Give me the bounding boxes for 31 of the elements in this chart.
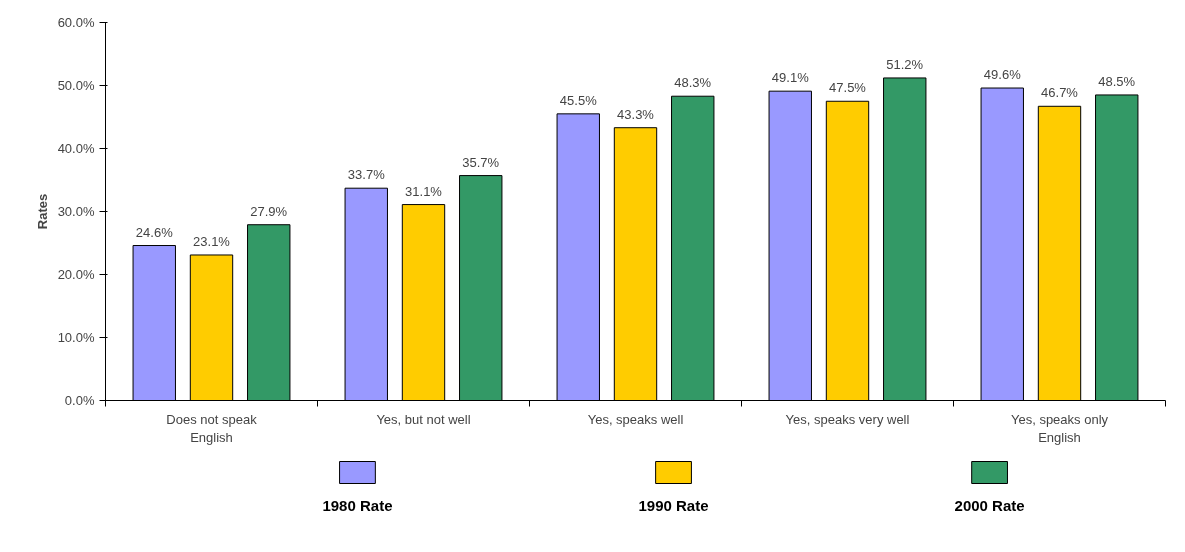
x-tick-label: Yes, speaks well [587, 411, 684, 427]
y-tick-label: 40.0% [57, 141, 95, 156]
data-label: 31.1% [405, 183, 443, 199]
data-label: 33.7% [347, 167, 386, 183]
legend-label: 1990 Rate [638, 497, 709, 514]
y-tick-label: 50.0% [57, 78, 95, 93]
x-tick-label: Yes, but not well [376, 411, 471, 427]
data-label: 24.6% [135, 224, 174, 240]
x-tick-label: Does not speak English [166, 411, 258, 445]
legend-label: 2000 Rate [954, 497, 1025, 514]
data-label: 49.1% [771, 70, 810, 86]
y-tick-label: 60.0% [57, 15, 95, 30]
data-label: 46.7% [1041, 85, 1079, 101]
y-tick-label: 20.0% [57, 267, 95, 282]
y-axis-title: Rates [34, 193, 50, 230]
data-label: 43.3% [617, 106, 655, 122]
x-tick-label: Yes, speaks only English [1010, 411, 1109, 445]
data-label: 35.7% [462, 154, 500, 170]
data-label: 47.5% [829, 80, 867, 96]
data-label: 48.5% [1098, 73, 1136, 89]
data-label: 23.1% [193, 233, 231, 249]
y-tick-label: 0.0% [64, 393, 95, 408]
legend-label: 1980 Rate [322, 497, 393, 514]
data-label: 27.9% [250, 203, 288, 219]
y-tick-label: 10.0% [57, 330, 95, 345]
data-label: 48.3% [674, 75, 712, 91]
y-tick-label: 30.0% [57, 204, 95, 219]
data-label: 51.2% [886, 56, 924, 72]
data-label: 45.5% [559, 92, 598, 108]
data-label: 49.6% [983, 67, 1022, 83]
x-tick-label: Yes, speaks very well [785, 411, 910, 427]
